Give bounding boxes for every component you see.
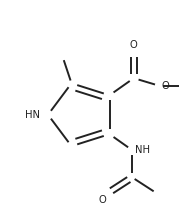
Text: HN: HN [25,110,40,120]
Text: NH: NH [135,145,150,155]
Text: O: O [130,40,138,50]
Text: O: O [98,195,106,205]
Text: O: O [162,81,170,91]
